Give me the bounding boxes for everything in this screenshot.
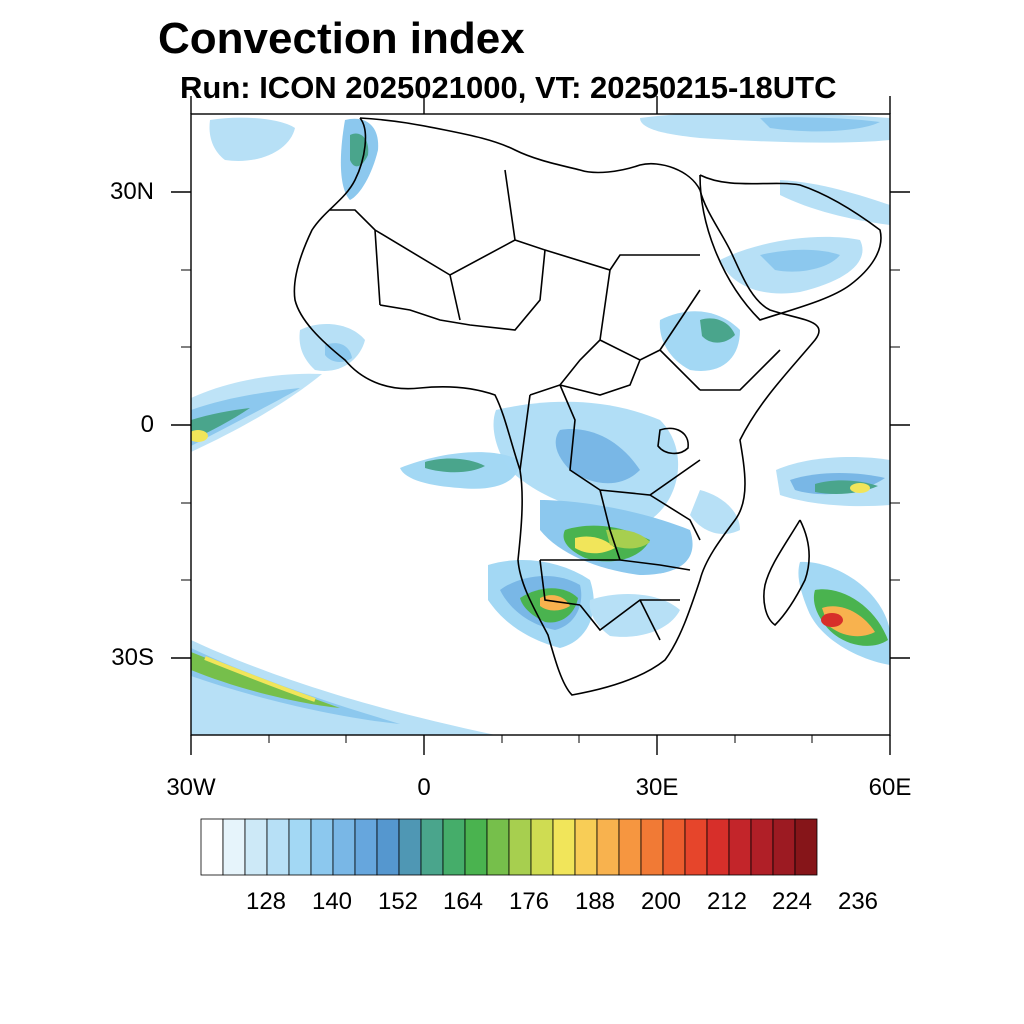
colorbar-box <box>354 818 378 876</box>
colorbar-box <box>420 818 444 876</box>
map-title: Convection index <box>158 14 525 63</box>
colorbar-label-200: 200 <box>640 888 682 915</box>
convection-east-africa <box>659 180 890 535</box>
colorbar-box <box>310 818 334 876</box>
convection-south-atlantic <box>191 640 496 735</box>
colorbar-box <box>244 818 268 876</box>
y-tick-label-30s: 30S <box>111 644 154 671</box>
colorbar-box <box>772 818 796 876</box>
colorbar-box <box>398 818 422 876</box>
country-borders <box>330 169 781 641</box>
colorbar <box>200 818 818 876</box>
colorbar-label-140: 140 <box>311 888 353 915</box>
axis-minor-ticks <box>181 269 900 743</box>
colorbar-box <box>684 818 708 876</box>
colorbar-label-224: 224 <box>771 888 813 915</box>
colorbar-box <box>508 818 532 876</box>
axis-ticks <box>171 96 910 755</box>
colorbar-box <box>618 818 642 876</box>
colorbar-box <box>376 818 400 876</box>
colorbar-label-152: 152 <box>377 888 419 915</box>
arabia-outline <box>699 174 882 321</box>
x-tick-label-30w: 30W <box>166 774 216 801</box>
colorbar-box <box>266 818 290 876</box>
africa-coastline <box>293 117 820 696</box>
y-tick-label-0: 0 <box>140 411 154 438</box>
colorbar-box <box>706 818 730 876</box>
colorbar-label-236: 236 <box>837 888 879 915</box>
colorbar-box <box>530 818 554 876</box>
colorbar-box <box>442 818 466 876</box>
colorbar-box <box>464 818 488 876</box>
colorbar-label-128: 128 <box>245 888 287 915</box>
convection-indian-ocean <box>776 457 890 665</box>
map-subtitle: Run: ICON 2025021000, VT: 20250215-18UTC <box>180 70 837 105</box>
convection-west-africa <box>299 324 365 371</box>
colorbar-box <box>662 818 686 876</box>
colorbar-label-188: 188 <box>574 888 616 915</box>
x-tick-label-60e: 60E <box>868 774 912 801</box>
x-tick-label-30e: 30E <box>635 774 679 801</box>
coastline-borders <box>293 117 882 696</box>
colorbar-box <box>596 818 620 876</box>
colorbar-box <box>640 818 664 876</box>
colorbar-box <box>794 818 818 876</box>
colorbar-box <box>552 818 576 876</box>
convection-field <box>191 114 890 735</box>
lake-victoria <box>657 427 689 455</box>
colorbar-box <box>332 818 356 876</box>
y-tick-label-30n: 30N <box>109 178 154 205</box>
colorbar-box <box>288 818 312 876</box>
x-tick-label-0: 0 <box>417 774 431 801</box>
madagascar-outline <box>763 519 810 627</box>
colorbar-box <box>486 818 510 876</box>
convection-central-africa <box>400 401 693 575</box>
colorbar-box <box>222 818 246 876</box>
colorbar-box <box>750 818 774 876</box>
colorbar-label-212: 212 <box>706 888 748 915</box>
convection-atlantic-equator <box>191 373 322 452</box>
convection-north-africa <box>209 114 890 200</box>
convection-southern-africa <box>488 560 680 648</box>
colorbar-box <box>574 818 598 876</box>
colorbar-label-176: 176 <box>508 888 550 915</box>
colorbar-box <box>200 818 224 876</box>
colorbar-box <box>728 818 752 876</box>
colorbar-label-164: 164 <box>442 888 484 915</box>
